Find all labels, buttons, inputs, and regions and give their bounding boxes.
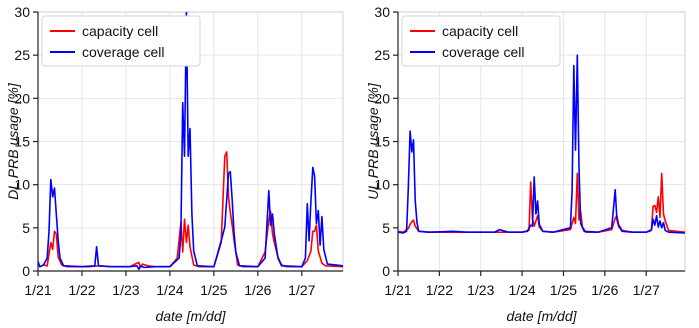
x-tick-label: 1/27 — [633, 282, 660, 298]
y-tick-label: 5 — [382, 220, 390, 236]
y-tick-label: 20 — [374, 90, 390, 106]
y-tick-label: 15 — [374, 134, 390, 150]
x-axis-title: date [m/dd] — [155, 308, 226, 324]
legend-label: coverage cell — [82, 44, 165, 60]
dl-prb-usage-chart: 0 5 10 15 20 25 30 1/21 1/22 1/23 1/24 1/25 1/26 1/27… — [5, 4, 344, 324]
x-tick-label: 1/27 — [288, 282, 315, 298]
y-tick-label: 10 — [374, 177, 390, 193]
x-tick-label: 1/21 — [24, 282, 51, 298]
y-tick-label: 0 — [382, 263, 390, 279]
y-tick-label: 30 — [374, 4, 390, 20]
ul-prb-usage-chart: 0 5 10 15 20 25 30 1/21 1/22 1/23 1/24 1/25 1/26 1/27… — [365, 4, 686, 324]
y-tick-label: 5 — [22, 220, 30, 236]
x-tick-label: 1/25 — [550, 282, 577, 298]
x-tick-label: 1/21 — [384, 282, 411, 298]
x-tick-label: 1/26 — [244, 282, 271, 298]
x-tick-label: 1/24 — [156, 282, 183, 298]
y-tick-label: 30 — [14, 4, 30, 20]
y-tick-label: 10 — [14, 177, 30, 193]
legend-label: capacity cell — [442, 23, 518, 39]
x-tick-label: 1/25 — [200, 282, 227, 298]
y-tick-label: 15 — [14, 134, 30, 150]
x-tick-label: 1/22 — [68, 282, 95, 298]
x-tick-label: 1/26 — [591, 282, 618, 298]
y-tick-label: 25 — [374, 47, 390, 63]
y-axis-title: DL PRB usage [%] — [5, 82, 21, 200]
legend: capacity cell coverage cell — [41, 15, 201, 67]
y-tick-label: 20 — [14, 90, 30, 106]
x-tick-label: 1/23 — [112, 282, 139, 298]
legend-label: coverage cell — [442, 44, 525, 60]
series-line-coverage-cell — [38, 12, 343, 271]
legend: capacity cell coverage cell — [401, 15, 561, 67]
y-axis-title: UL PRB usage [%] — [365, 82, 381, 200]
x-axis-title: date [m/dd] — [506, 308, 577, 324]
x-tick-label: 1/23 — [467, 282, 494, 298]
legend-label: capacity cell — [82, 23, 158, 39]
series-line-coverage-cell — [398, 54, 685, 234]
legend-box — [41, 15, 201, 67]
legend-box — [401, 15, 561, 67]
y-tick-label: 0 — [22, 263, 30, 279]
x-tick-label: 1/24 — [508, 282, 535, 298]
y-tick-label: 25 — [14, 47, 30, 63]
x-tick-label: 1/22 — [426, 282, 453, 298]
series-line-capacity-cell — [398, 172, 685, 233]
